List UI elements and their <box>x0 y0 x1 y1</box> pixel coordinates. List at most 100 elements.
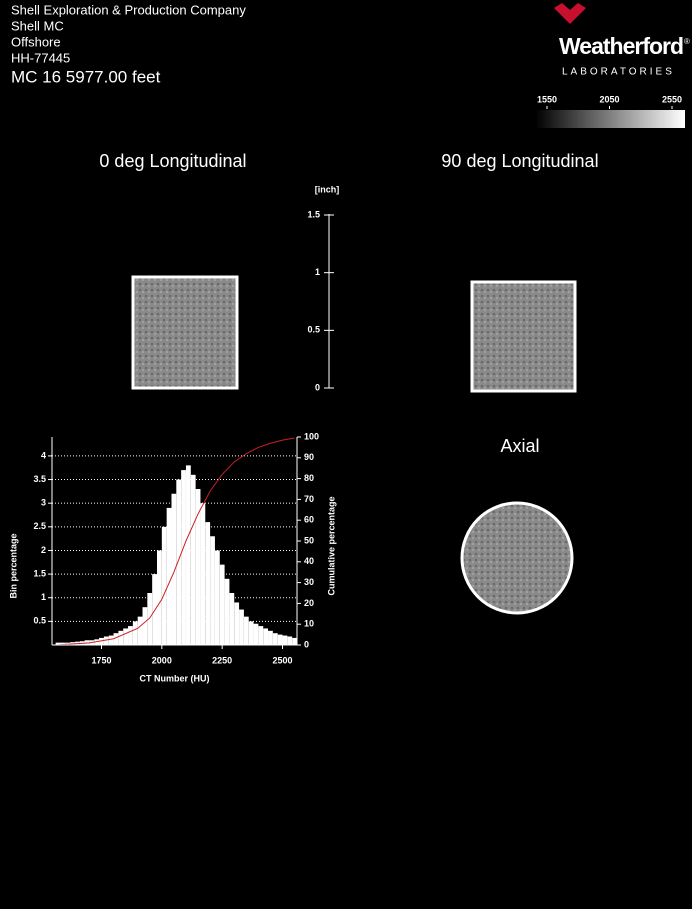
y-tick-label: 0.5 <box>33 616 46 626</box>
x-axis-label: CT Number (HU) <box>140 673 210 683</box>
scan-axial <box>460 501 574 615</box>
bar <box>128 626 133 645</box>
bar <box>181 470 186 645</box>
y2-axis-label: Cumulative percentage <box>326 496 336 595</box>
bar <box>248 621 254 645</box>
cumulative-line <box>55 437 295 646</box>
bar <box>147 593 153 645</box>
y-tick-label: 2.5 <box>33 521 46 531</box>
y-axis-label: Bin percentage <box>8 533 18 598</box>
bar <box>277 634 283 645</box>
bar <box>234 602 240 645</box>
bar <box>123 628 129 645</box>
bar <box>166 507 172 645</box>
x-tick-label: 2500 <box>273 655 293 665</box>
scale-label: 1.5 <box>307 209 320 219</box>
bar <box>214 550 220 645</box>
scale-label: 1 <box>315 267 320 277</box>
histogram-chart: 0.511.522.533.54010203040506070809010017… <box>8 431 336 683</box>
y2-tick-label: 20 <box>304 598 314 608</box>
header-line: Shell MC <box>11 18 64 33</box>
header-line: HH-77445 <box>11 50 70 65</box>
colorbar-label: 2550 <box>662 94 682 104</box>
bar <box>258 626 264 645</box>
colorbar-label: 1550 <box>537 94 557 104</box>
bar <box>55 642 61 645</box>
bar <box>171 493 177 645</box>
scale-label: 0.5 <box>307 325 320 335</box>
scan-right <box>470 280 577 393</box>
header-line: Offshore <box>11 34 61 49</box>
y2-tick-label: 60 <box>304 515 314 525</box>
view-title: 0 deg Longitudinal <box>99 151 246 171</box>
logo-mark: ® <box>684 37 690 46</box>
y2-tick-label: 100 <box>304 431 319 441</box>
bar <box>224 578 230 645</box>
scale-unit: [inch] <box>315 184 340 194</box>
y2-tick-label: 90 <box>304 452 314 462</box>
bar <box>292 637 297 645</box>
y2-tick-label: 50 <box>304 535 314 545</box>
view-title: Axial <box>500 436 539 456</box>
bar <box>103 636 109 645</box>
bar <box>185 465 191 645</box>
bar <box>152 574 157 645</box>
bar <box>118 630 124 645</box>
bar <box>195 489 201 645</box>
bar <box>219 564 225 645</box>
bar <box>99 637 104 645</box>
bar <box>272 633 278 645</box>
bar <box>210 536 215 645</box>
y2-tick-label: 30 <box>304 577 314 587</box>
bar <box>60 642 66 645</box>
bar <box>137 616 143 645</box>
bar <box>243 616 249 645</box>
bar <box>205 522 211 645</box>
bar <box>190 474 196 645</box>
bar <box>282 635 288 645</box>
bar <box>132 621 138 645</box>
y2-tick-label: 80 <box>304 473 314 483</box>
bar <box>176 479 182 645</box>
colorbar-label: 2050 <box>599 94 619 104</box>
bar <box>113 633 119 645</box>
header: Shell Exploration & Production Company S… <box>11 2 246 86</box>
bar <box>108 635 114 645</box>
header-line: Shell Exploration & Production Company <box>11 2 246 17</box>
bar <box>253 623 259 645</box>
sample-depth: MC 16 5977.00 feet <box>11 67 161 86</box>
y-tick-label: 3 <box>41 498 46 508</box>
y-tick-label: 2 <box>41 545 46 555</box>
y2-tick-label: 0 <box>304 639 309 649</box>
x-tick-label: 1750 <box>91 655 111 665</box>
y-tick-label: 1 <box>41 592 46 602</box>
bar <box>239 609 244 645</box>
bar <box>200 503 206 645</box>
scale-ticks: 0 0.5 1 1.5 <box>307 209 334 392</box>
scan-left <box>131 275 239 390</box>
bar <box>263 628 269 645</box>
view-title: 90 deg Longitudinal <box>441 151 598 171</box>
y2-tick-label: 70 <box>304 494 314 504</box>
logo-name: Weatherford <box>559 33 683 59</box>
colorbar <box>535 110 685 128</box>
bar <box>229 593 235 645</box>
logo-sub: LABORATORIES <box>562 67 675 78</box>
y-tick-label: 1.5 <box>33 568 46 578</box>
bar <box>161 526 167 645</box>
logo-icon <box>554 3 586 24</box>
colorbar-ticks: 1550 2050 2550 <box>537 94 682 109</box>
y-tick-label: 3.5 <box>33 474 46 484</box>
scale-label: 0 <box>315 382 320 392</box>
bar <box>268 630 273 645</box>
y2-tick-label: 10 <box>304 619 314 629</box>
bar <box>142 607 148 645</box>
bar <box>157 550 162 645</box>
y2-tick-label: 40 <box>304 556 314 566</box>
x-tick-label: 2250 <box>212 655 232 665</box>
bar <box>287 636 293 645</box>
y-tick-label: 4 <box>41 450 46 460</box>
x-tick-label: 2000 <box>152 655 172 665</box>
